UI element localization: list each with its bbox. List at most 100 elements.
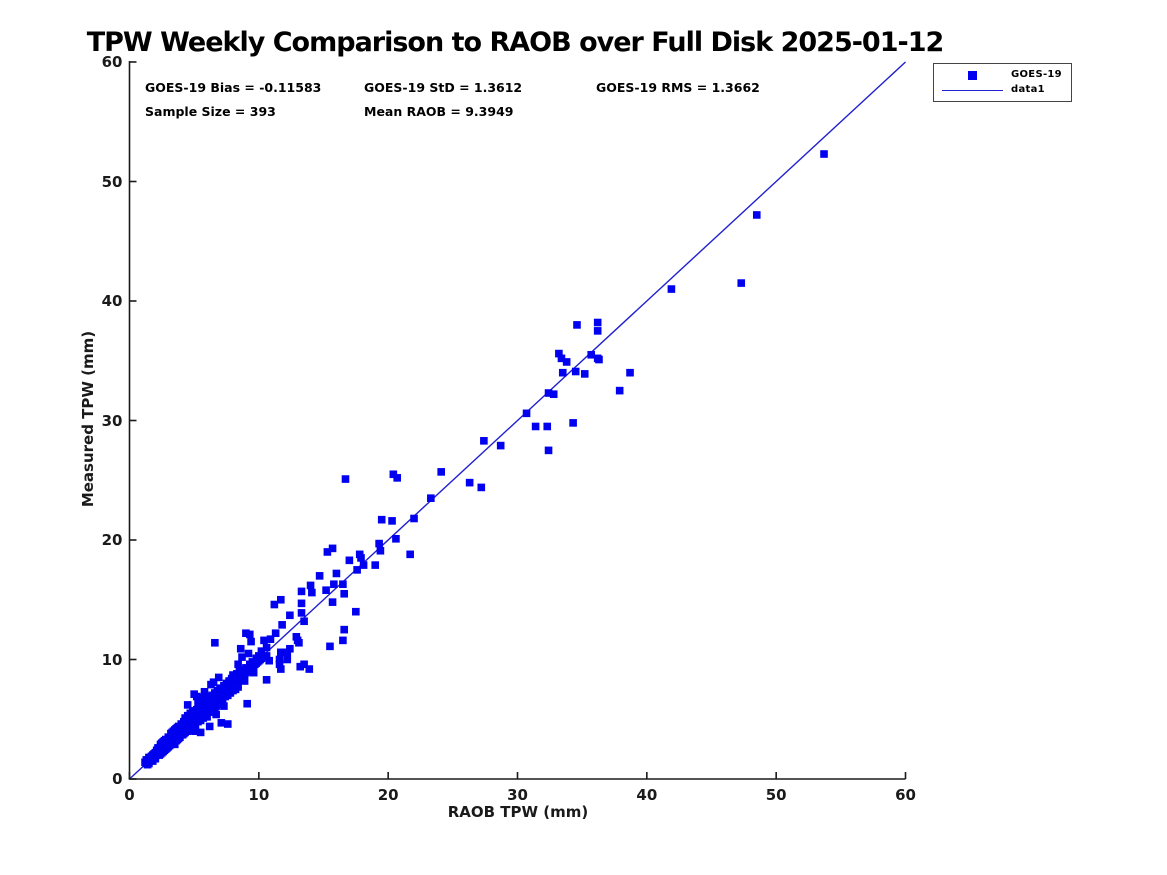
scatter-point	[278, 621, 286, 629]
scatter-point	[496, 441, 505, 450]
scatter-point	[262, 676, 271, 684]
scatter-point	[615, 386, 624, 395]
scatter-point	[236, 644, 245, 653]
scatter-point	[258, 653, 267, 661]
scatter-point	[593, 318, 602, 327]
legend-series-label: GOES-19	[1011, 69, 1062, 80]
x-tick-label: 10	[248, 786, 270, 804]
scatter-point	[427, 494, 435, 502]
scatter-point	[244, 649, 253, 658]
scatter-point	[340, 625, 348, 634]
scatter-point	[190, 690, 198, 698]
scatter-point	[202, 692, 210, 701]
scatter-point	[345, 556, 354, 565]
scatter-point	[357, 554, 365, 562]
scatter-point	[410, 514, 418, 523]
legend-line-swatch-icon	[942, 90, 1003, 91]
annotation-sample-size: Sample Size = 393	[145, 104, 276, 119]
scatter-point	[300, 617, 308, 626]
scatter-point	[196, 728, 205, 737]
scatter-point	[297, 587, 306, 596]
scatter-point	[389, 470, 398, 479]
scatter-point	[170, 740, 179, 749]
scatter-point	[183, 701, 192, 709]
scatter-point	[235, 667, 244, 676]
scatter-point	[265, 656, 273, 665]
chart-title: TPW Weekly Comparison to RAOB over Full …	[86, 27, 945, 58]
scatter-point	[558, 368, 567, 377]
scatter-point	[377, 515, 386, 524]
y-tick-label: 0	[112, 770, 123, 788]
scatter-point	[595, 355, 603, 364]
legend: GOES-19 data1	[933, 63, 1072, 102]
scatter-point	[328, 598, 337, 606]
scatter-point	[145, 759, 153, 768]
annotation-bias: GOES-19 Bias = -0.11583	[145, 80, 322, 95]
scatter-point	[247, 637, 255, 646]
scatter-point	[339, 580, 347, 589]
scatter-point	[292, 632, 301, 641]
scatter-point	[203, 713, 211, 721]
scatter-point	[392, 535, 400, 543]
scatter-point	[208, 707, 217, 715]
scatter-point	[220, 702, 228, 710]
y-axis-label: Measured TPW (mm)	[79, 330, 97, 508]
scatter-point	[376, 546, 385, 555]
scatter-point	[544, 389, 553, 397]
scatter-point	[229, 671, 237, 679]
scatter-point	[393, 474, 402, 482]
scatter-point	[245, 630, 254, 639]
scatter-point	[262, 652, 271, 660]
x-tick-label: 0	[124, 786, 135, 804]
legend-entry-data1: data1	[934, 84, 1071, 98]
scatter-point	[557, 354, 566, 363]
scatter-point	[820, 150, 828, 158]
legend-entry-goes19: GOES-19	[934, 69, 1071, 83]
scatter-point	[192, 716, 201, 725]
scatter-point	[297, 609, 306, 617]
x-tick-label: 20	[377, 786, 399, 804]
scatter-point	[297, 599, 306, 608]
scatter-point	[531, 422, 540, 431]
y-tick-label: 30	[101, 411, 123, 430]
scatter-point	[234, 683, 242, 691]
scatter-point	[371, 561, 380, 569]
scatter-point	[196, 697, 205, 706]
scatter-point	[330, 580, 338, 589]
legend-line-label: data1	[1011, 84, 1045, 95]
annotation-rms: GOES-19 RMS = 1.3662	[596, 80, 760, 95]
scatter-point	[242, 629, 250, 638]
scatter-point	[191, 727, 200, 735]
scatter-point	[217, 719, 226, 727]
scatter-point	[332, 569, 341, 578]
scatter-point	[275, 655, 284, 664]
scatter-point	[480, 437, 488, 445]
scatter-point	[223, 720, 232, 728]
annotation-std: GOES-19 StD = 1.3612	[364, 80, 523, 95]
scatter-point	[209, 678, 218, 687]
scatter-point	[626, 368, 634, 377]
scatter-point	[340, 589, 348, 598]
scatter-point	[275, 660, 284, 669]
scatter-point	[205, 699, 214, 708]
y-tick-label: 20	[101, 531, 123, 549]
scatter-point	[243, 699, 251, 708]
scatter-point	[315, 572, 324, 580]
scatter-point	[296, 662, 305, 671]
scatter-point	[283, 648, 292, 657]
scatter-point	[571, 367, 580, 376]
scatter-point	[339, 636, 347, 645]
scatter-point	[308, 588, 316, 597]
scatter-point	[277, 648, 285, 657]
scatter-point	[569, 419, 577, 427]
scatter-point	[238, 653, 246, 661]
scatter-point	[587, 350, 596, 359]
y-tick-label: 60	[101, 53, 123, 71]
scatter-point	[271, 629, 280, 638]
scatter-point	[277, 665, 285, 673]
scatter-point	[200, 687, 209, 696]
scatter-point	[211, 638, 219, 647]
x-tick-label: 50	[765, 786, 787, 804]
